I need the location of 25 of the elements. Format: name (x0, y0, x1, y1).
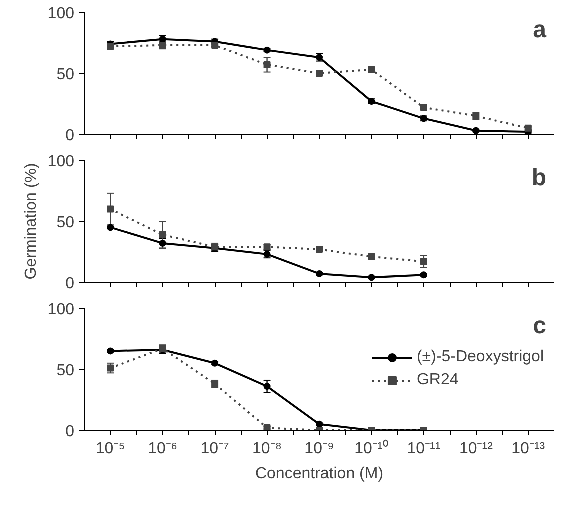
y-tick-label: 50 (56, 66, 75, 84)
y-tick-label: 100 (48, 302, 75, 318)
x-tick-label: 10⁻¹⁰ (354, 440, 389, 458)
chart-title: c (533, 312, 547, 340)
x-tick-label: 10⁻¹³ (512, 440, 546, 458)
x-tick-label: 10⁻⁷ (200, 440, 230, 458)
y-tick-label: 100 (48, 6, 75, 22)
x-tick-label: 10⁻⁵ (96, 440, 126, 458)
chart-title: b (532, 164, 547, 192)
x-tick-label: 10⁻⁸ (252, 440, 282, 458)
y-tick-label: 0 (66, 424, 75, 440)
y-axis-title: Germination (%) (22, 163, 40, 280)
y-tick-label: 0 (66, 128, 75, 144)
legend-label: GR24 (416, 372, 459, 390)
legend-label: (±)-5-Deoxystrigol (416, 348, 544, 366)
y-tick-label: 100 (48, 154, 75, 170)
x-tick-label: 10⁻⁶ (148, 440, 178, 458)
y-tick-label: 50 (56, 214, 75, 232)
x-axis-title: Concentration (M) (255, 466, 384, 482)
y-tick-label: 0 (66, 276, 75, 292)
y-tick-label: 50 (56, 362, 75, 380)
x-tick-label: 10⁻¹¹ (407, 440, 441, 458)
x-tick-label: 10⁻⁹ (304, 440, 334, 458)
x-tick-label: 10⁻¹² (459, 440, 494, 458)
chart-title: a (533, 16, 548, 44)
